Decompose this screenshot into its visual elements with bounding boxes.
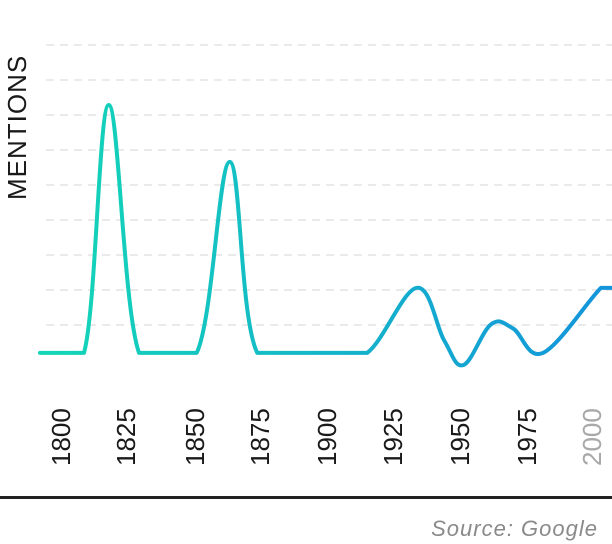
line-chart <box>38 44 612 368</box>
x-tick-label: 1875 <box>245 408 275 466</box>
x-tick-label: 1800 <box>46 408 76 466</box>
x-tick-label: 1900 <box>312 408 342 466</box>
gridlines <box>46 44 612 326</box>
x-tick-label: 1925 <box>378 408 408 466</box>
x-tick-label: 1850 <box>180 408 210 466</box>
x-tick-label: 1975 <box>512 408 542 466</box>
x-tick-label: 2000 <box>577 408 607 466</box>
y-axis-label: MENTIONS <box>2 54 32 200</box>
x-tick-label: 1825 <box>111 408 141 466</box>
baseline-rule <box>0 496 612 499</box>
mentions-line <box>38 103 612 368</box>
source-note: Source: Google <box>431 516 598 541</box>
x-tick-label: 1950 <box>445 408 475 466</box>
